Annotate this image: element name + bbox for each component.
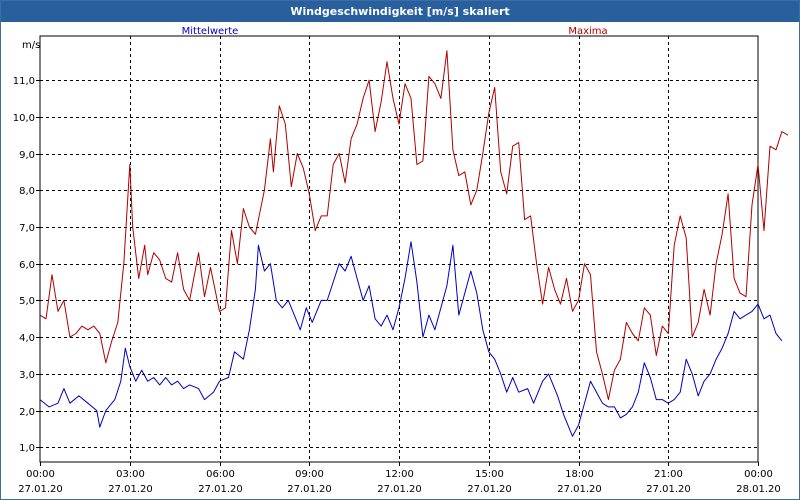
y-tick-label: 7,0 bbox=[19, 223, 35, 234]
y-tick-label: 4,0 bbox=[19, 333, 35, 344]
x-tick-time-label: 15:00 bbox=[475, 469, 504, 480]
y-tick-label: 11,0 bbox=[13, 76, 35, 87]
x-tick-date-label: 27.01.20 bbox=[467, 484, 512, 495]
x-tick-date-label: 27.01.20 bbox=[198, 484, 243, 495]
x-tick-time-label: 00:00 bbox=[26, 469, 55, 480]
series-line-maxima bbox=[39, 50, 789, 401]
legend: Mittelwerte Maxima bbox=[182, 26, 608, 37]
grid-lines bbox=[40, 36, 758, 462]
x-tick-time-label: 06:00 bbox=[206, 469, 235, 480]
series-lines bbox=[39, 50, 789, 437]
legend-entry-maxima: Maxima bbox=[568, 26, 607, 37]
x-tick-date-label: 27.01.20 bbox=[287, 484, 332, 495]
y-tick-label: 5,0 bbox=[19, 296, 35, 307]
tick-labels: 1,0 2,0 3,0 4,0 5,0 6,0 7,0 8,0 9,0 10,0 11,0 00:00… bbox=[13, 76, 781, 495]
y-tick-label: 3,0 bbox=[19, 370, 35, 381]
x-tick-time-label: 03:00 bbox=[116, 469, 145, 480]
x-tick-time-label: 09:00 bbox=[295, 469, 324, 480]
y-tick-label: 8,0 bbox=[19, 186, 35, 197]
y-tick-label: 9,0 bbox=[19, 150, 35, 161]
x-tick-time-label: 18:00 bbox=[565, 469, 594, 480]
y-axis-label: m/s bbox=[22, 40, 40, 51]
series-line-mittelwerte bbox=[39, 241, 783, 437]
y-tick-label: 1,0 bbox=[19, 443, 35, 454]
x-tick-date-label: 27.01.20 bbox=[377, 484, 422, 495]
window-title: Windgeschwindigkeit [m/s] skaliert bbox=[1, 1, 799, 22]
x-tick-time-label: 00:00 bbox=[744, 469, 773, 480]
x-tick-date-label: 27.01.20 bbox=[646, 484, 691, 495]
y-tick-label: 10,0 bbox=[13, 113, 35, 124]
x-tick-date-label: 27.01.20 bbox=[557, 484, 602, 495]
x-tick-date-label: 27.01.20 bbox=[18, 484, 63, 495]
y-tick-label: 6,0 bbox=[19, 260, 35, 271]
x-tick-time-label: 21:00 bbox=[654, 469, 683, 480]
x-tick-time-label: 12:00 bbox=[385, 469, 414, 480]
legend-entry-mittelwerte: Mittelwerte bbox=[182, 26, 239, 37]
y-tick-label: 2,0 bbox=[19, 407, 35, 418]
x-tick-date-label: 28.01.20 bbox=[736, 484, 781, 495]
x-tick-date-label: 27.01.20 bbox=[108, 484, 153, 495]
axes bbox=[36, 35, 759, 466]
